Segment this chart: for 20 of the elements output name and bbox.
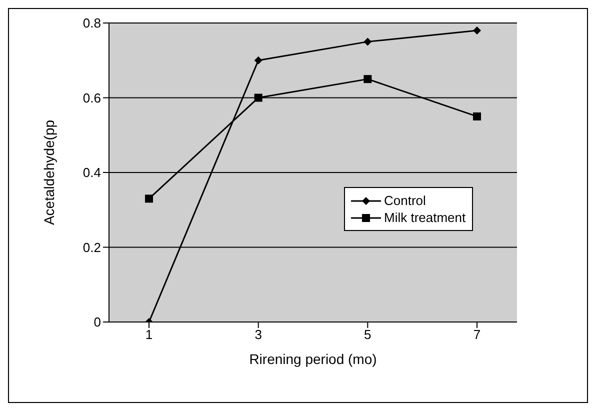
- point: [364, 38, 372, 46]
- legend-label: Control: [384, 193, 426, 208]
- y-tick-label: 0.6: [82, 90, 101, 106]
- legend-label: Milk treatment: [384, 210, 466, 225]
- x-tick-label: 5: [364, 327, 372, 342]
- x-tick-label: 3: [254, 327, 262, 342]
- x-tick-label: 7: [473, 327, 481, 342]
- point: [254, 56, 262, 64]
- y-axis-title: Acetaldehyde(pp: [40, 120, 57, 226]
- x-axis-title: Rirening period (mo): [249, 351, 377, 367]
- x-tick-label: 1: [145, 327, 153, 342]
- y-tick-label: 0.2: [82, 240, 101, 255]
- point: [364, 75, 372, 84]
- y-tick-label: 0.8: [82, 16, 101, 31]
- point: [145, 194, 153, 203]
- point: [254, 94, 262, 102]
- point: [473, 112, 481, 120]
- y-tick-label: 0: [94, 314, 101, 330]
- point: [473, 26, 481, 34]
- y-tick-label: 0.4: [82, 165, 101, 180]
